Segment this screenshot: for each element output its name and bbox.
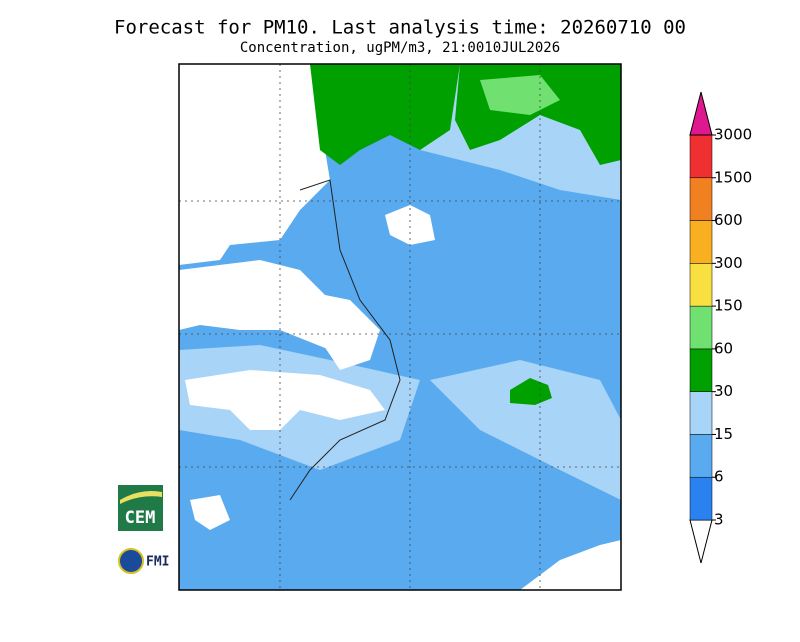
colorbar-segment: [689, 220, 713, 264]
colorbar-label: 3: [714, 511, 724, 529]
colorbar-under: [689, 519, 713, 564]
cem-logo: CEM: [118, 485, 163, 531]
colorbar-label: 150: [714, 297, 743, 315]
subtitle: Concentration, ugPM/m3, 21:0010JUL2026: [240, 40, 560, 56]
colorbar-segment: [689, 134, 713, 179]
colorbar-segment: [689, 305, 713, 350]
white-region: [385, 205, 435, 245]
colorbar-label: 1500: [714, 168, 752, 186]
colorbar-segment: [689, 476, 713, 521]
colorbar-label: 3000: [714, 126, 752, 144]
map-frame: [178, 63, 622, 591]
colorbar-segment: [689, 434, 713, 478]
map: [178, 63, 622, 591]
title: Forecast for PM10. Last analysis time: 2…: [114, 17, 686, 39]
green-region: [510, 378, 552, 405]
light-green-region: [480, 75, 560, 115]
white-region: [300, 290, 380, 370]
colorbar-label: 60: [714, 339, 733, 357]
green-region: [310, 64, 460, 165]
colorbar-label: 30: [714, 382, 733, 400]
fmi-logo-globe: [118, 548, 144, 574]
colorbar: 3 6 15 30 60 150 300 600 1500 3000: [689, 91, 752, 564]
colorbar-over: [689, 91, 713, 136]
white-region: [179, 260, 350, 350]
white-region: [185, 370, 385, 430]
colorbar-label: 6: [714, 468, 724, 486]
coastline: [289, 179, 401, 501]
cem-logo-text: CEM: [125, 508, 156, 528]
cem-logo-swoosh: [120, 491, 162, 504]
colorbar-label: 600: [714, 211, 743, 229]
colorbar-label: 300: [714, 254, 743, 272]
white-region: [190, 495, 230, 530]
white-region: [520, 540, 621, 590]
graticule: [179, 64, 621, 590]
white-region: [179, 64, 330, 265]
fmi-logo: FMI: [118, 548, 169, 574]
colorbar-segment: [689, 348, 713, 392]
light-region: [430, 360, 621, 500]
colorbar-segment: [689, 177, 713, 221]
colorbar-segment: [689, 391, 713, 435]
colorbar-segment: [689, 263, 713, 307]
colorbar-label: 15: [714, 425, 733, 443]
fmi-logo-text: FMI: [146, 555, 169, 570]
